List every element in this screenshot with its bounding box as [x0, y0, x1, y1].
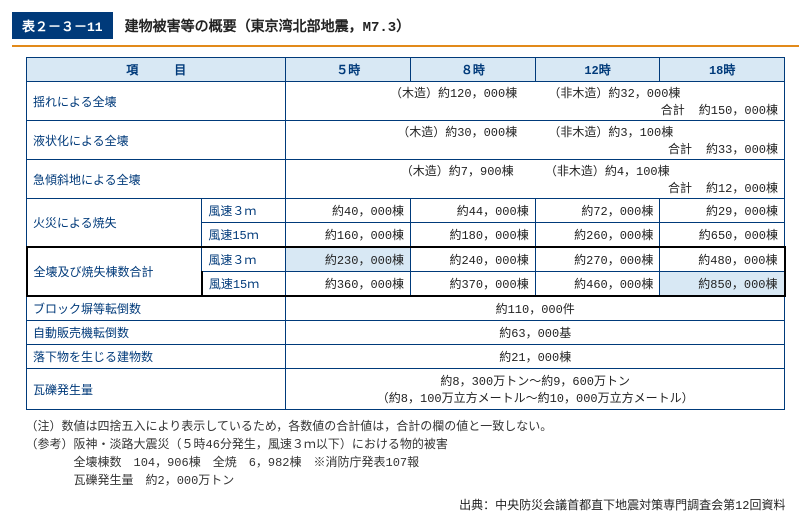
label-fire: 火災による焼失: [27, 199, 202, 248]
slope-wooden: （木造）約7，900棟: [401, 165, 514, 179]
header-rule: [12, 45, 799, 47]
fire-w3-8h: 約44，000棟: [411, 199, 536, 223]
cell-liquef-values: （木造）約30，000棟 （非木造）約3，100棟 合計 約33，000棟: [286, 121, 785, 160]
label-total-w3: 風速３ｍ: [202, 247, 286, 272]
table-header-row: 項 目 ５時 ８時 12時 18時: [27, 58, 785, 82]
label-fire-w3: 風速３ｍ: [202, 199, 286, 223]
label-total: 全壊及び焼失棟数合計: [27, 247, 202, 296]
value-blockwall: 約110，000件: [286, 296, 785, 321]
damage-table: 項 目 ５時 ８時 12時 18時 揺れによる全壊 （木造）約120，000棟 …: [26, 57, 786, 410]
fire-w3-18h: 約29，000棟: [660, 199, 785, 223]
cell-shake-values: （木造）約120，000棟 （非木造）約32，000棟 合計 約150，000棟: [286, 82, 785, 121]
label-fire-w15: 風速15ｍ: [202, 223, 286, 248]
row-fire-w3: 火災による焼失 風速３ｍ 約40，000棟 約44，000棟 約72，000棟 …: [27, 199, 785, 223]
fire-w15-12h: 約260，000棟: [535, 223, 660, 248]
col-item: 項 目: [27, 58, 286, 82]
shake-total: 約150，000棟: [699, 101, 778, 118]
label-slope: 急傾斜地による全壊: [27, 160, 286, 199]
label-blockwall: ブロック塀等転倒数: [27, 296, 286, 321]
fire-w3-12h: 約72，000棟: [535, 199, 660, 223]
label-falling: 落下物を生じる建物数: [27, 345, 286, 369]
shake-nonwooden: （非木造）約32，000棟: [548, 87, 680, 101]
footnotes: （注）数値は四捨五入により表示しているため，各数値の合計値は，合計の欄の値と一致…: [26, 418, 786, 490]
fire-w15-8h: 約180，000棟: [411, 223, 536, 248]
note-3: 全壊棟数 104，906棟 全焼 6，982棟 ※消防庁発表107報: [26, 454, 786, 472]
figure-badge: 表２－３－11: [12, 12, 113, 39]
label-debris: 瓦礫発生量: [27, 369, 286, 410]
label-shake: 揺れによる全壊: [27, 82, 286, 121]
shake-wooden: （木造）約120，000棟: [390, 87, 517, 101]
col-18h: 18時: [660, 58, 785, 82]
cell-slope-values: （木造）約7，900棟 （非木造）約4，100棟 合計 約12，000棟: [286, 160, 785, 199]
total-w3-5h: 約230，000棟: [286, 247, 411, 272]
total-w15-5h: 約360，000棟: [286, 272, 411, 297]
liquef-nonwooden: （非木造）約3，100棟: [548, 126, 673, 140]
shake-total-label: 合計: [661, 101, 685, 118]
note-2: （参考）阪神・淡路大震災（５時46分発生，風速３ｍ以下）における物的被害: [26, 436, 786, 454]
total-w3-18h: 約480，000棟: [660, 247, 785, 272]
fire-w3-5h: 約40，000棟: [286, 199, 411, 223]
source-citation: 出典：中央防災会議首都直下地震対策専門調査会第12回資料: [26, 496, 786, 513]
col-5h: ５時: [286, 58, 411, 82]
col-8h: ８時: [411, 58, 536, 82]
row-debris: 瓦礫発生量 約8，300万トン～約9，600万トン （約8，100万立方メートル…: [27, 369, 785, 410]
note-4: 瓦礫発生量 約2，000万トン: [26, 472, 786, 490]
fire-w15-18h: 約650，000棟: [660, 223, 785, 248]
value-falling: 約21，000棟: [286, 345, 785, 369]
row-vending: 自動販売機転倒数 約63，000基: [27, 321, 785, 345]
total-w15-18h: 約850，000棟: [660, 272, 785, 297]
total-w3-12h: 約270，000棟: [535, 247, 660, 272]
debris-line2: （約8，100万立方メートル～約10，000万立方メートル）: [292, 389, 778, 406]
label-vending: 自動販売機転倒数: [27, 321, 286, 345]
row-shake: 揺れによる全壊 （木造）約120，000棟 （非木造）約32，000棟 合計 約…: [27, 82, 785, 121]
row-liquef: 液状化による全壊 （木造）約30，000棟 （非木造）約3，100棟 合計 約3…: [27, 121, 785, 160]
label-liquef: 液状化による全壊: [27, 121, 286, 160]
debris-line1: 約8，300万トン～約9，600万トン: [292, 372, 778, 389]
fire-w15-5h: 約160，000棟: [286, 223, 411, 248]
slope-total: 約12，000棟: [706, 179, 778, 196]
liquef-total-label: 合計: [668, 140, 692, 157]
liquef-total: 約33，000棟: [706, 140, 778, 157]
note-1: （注）数値は四捨五入により表示しているため，各数値の合計値は，合計の欄の値と一致…: [26, 418, 786, 436]
row-slope: 急傾斜地による全壊 （木造）約7，900棟 （非木造）約4，100棟 合計 約1…: [27, 160, 785, 199]
figure-title: 建物被害等の概要（東京湾北部地震，M7.3）: [125, 16, 411, 36]
total-w15-8h: 約370，000棟: [411, 272, 536, 297]
row-total-w3: 全壊及び焼失棟数合計 風速３ｍ 約230，000棟 約240，000棟 約270…: [27, 247, 785, 272]
slope-total-label: 合計: [668, 179, 692, 196]
total-w15-12h: 約460，000棟: [535, 272, 660, 297]
liquef-wooden: （木造）約30，000棟: [397, 126, 517, 140]
row-falling: 落下物を生じる建物数 約21，000棟: [27, 345, 785, 369]
total-w3-8h: 約240，000棟: [411, 247, 536, 272]
value-vending: 約63，000基: [286, 321, 785, 345]
value-debris: 約8，300万トン～約9，600万トン （約8，100万立方メートル～約10，0…: [286, 369, 785, 410]
slope-nonwooden: （非木造）約4，100棟: [545, 165, 670, 179]
col-12h: 12時: [535, 58, 660, 82]
label-total-w15: 風速15ｍ: [202, 272, 286, 297]
figure-header: 表２－３－11 建物被害等の概要（東京湾北部地震，M7.3）: [12, 12, 799, 39]
row-blockwall: ブロック塀等転倒数 約110，000件: [27, 296, 785, 321]
